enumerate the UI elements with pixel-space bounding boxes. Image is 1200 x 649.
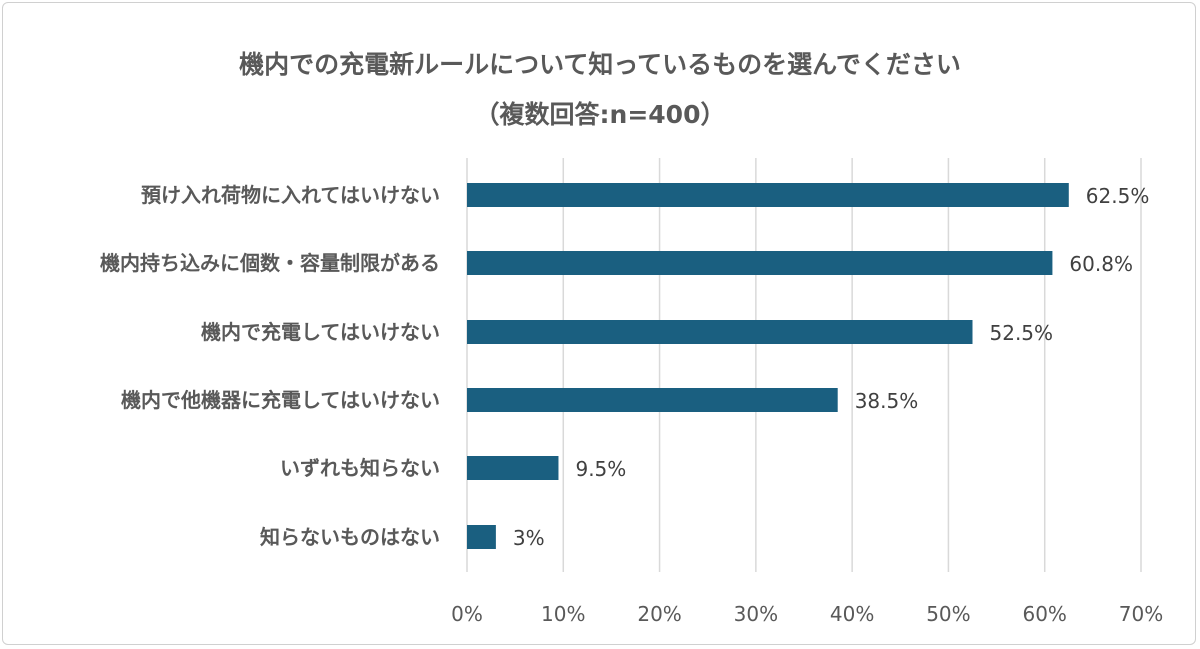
x-tick-label: 50% [926,602,970,626]
x-tick-label: 0% [451,602,483,626]
data-label: 38.5% [855,389,919,413]
data-label: 52.5% [990,321,1054,345]
chart-subtitle: （複数回答:n=400） [474,100,726,129]
data-label: 9.5% [575,457,626,481]
category-label: 機内で充電してはいけない [201,320,440,344]
bar [467,525,496,549]
x-tick-label: 10% [541,602,585,626]
data-label: 3% [513,526,545,550]
category-label: 預け入れ荷物に入れてはいけない [141,183,440,207]
bar [467,251,1053,275]
x-tick-label: 60% [1022,602,1066,626]
data-label: 62.5% [1086,184,1150,208]
data-label: 60.8% [1069,252,1133,276]
x-tick-label: 20% [637,602,681,626]
category-label: 知らないものはない [260,525,440,549]
category-label: 機内で他機器に充電してはいけない [121,388,440,412]
category-label: 機内持ち込みに個数・容量制限がある [100,251,440,275]
chart-title: 機内での充電新ルールについて知っているものを選んでください [239,50,961,79]
bar [467,456,559,480]
x-tick-label: 40% [830,602,874,626]
x-tick-label: 30% [734,602,778,626]
bar [467,320,973,344]
x-tick-label: 70% [1119,602,1163,626]
bar [467,388,838,412]
category-label: いずれも知らない [280,456,440,480]
bar [467,183,1069,207]
